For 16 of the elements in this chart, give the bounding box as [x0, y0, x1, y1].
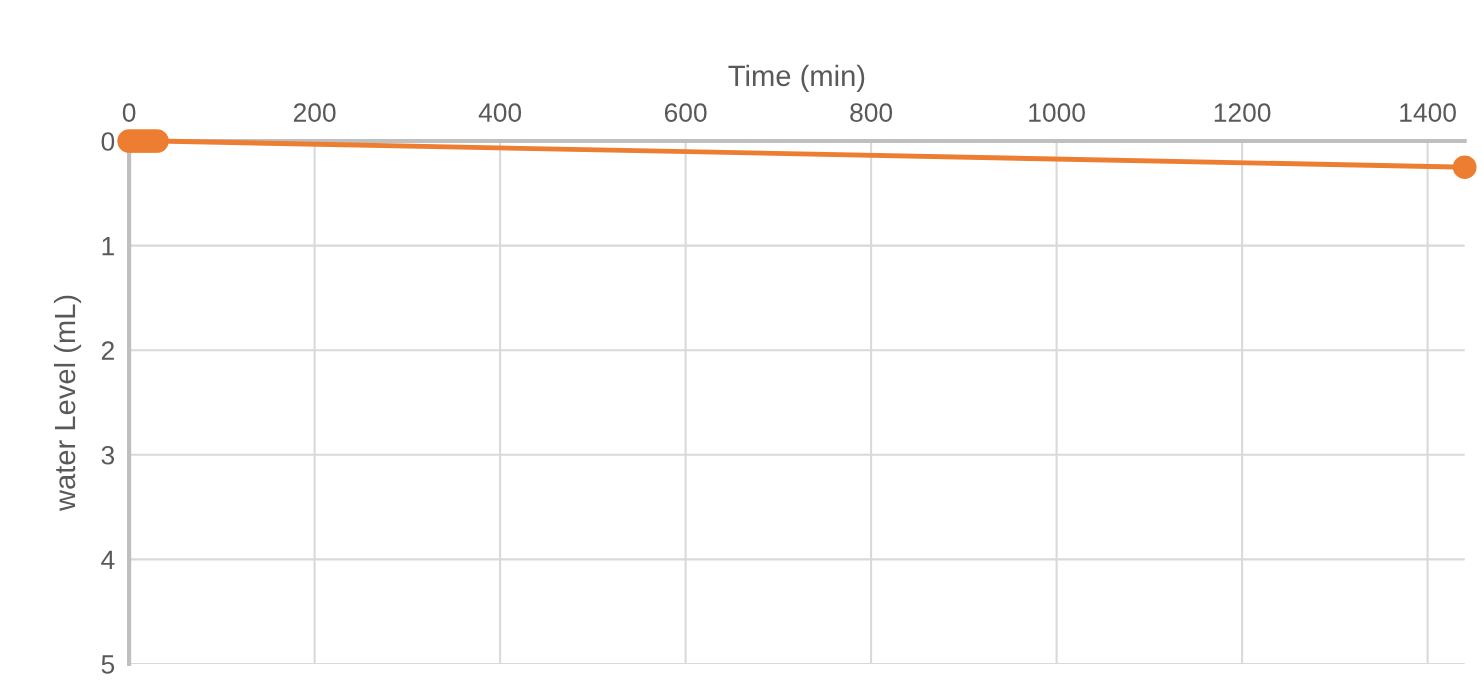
x-axis-title: Time (min): [728, 64, 865, 92]
x-tick-label: 0: [122, 103, 136, 122]
x-tick-label: 1400: [1400, 103, 1456, 122]
y-tick-label: 5: [101, 655, 115, 674]
x-tick-label: 800: [850, 103, 893, 122]
x-tick-label: 400: [478, 103, 522, 122]
y-tick-label: 1: [102, 237, 114, 256]
y-tick-label: 0: [101, 132, 115, 151]
y-tick-label: 3: [101, 445, 115, 465]
y-tick-label: 2: [101, 341, 114, 360]
y-tick-label: 4: [101, 550, 115, 569]
x-tick-label: 1000: [1029, 103, 1085, 122]
y-axis-title: water Level (mL): [53, 295, 82, 512]
x-tick-label: 200: [293, 103, 336, 122]
x-tick-label: 1200: [1214, 103, 1271, 122]
x-tick-label: 600: [664, 103, 707, 122]
